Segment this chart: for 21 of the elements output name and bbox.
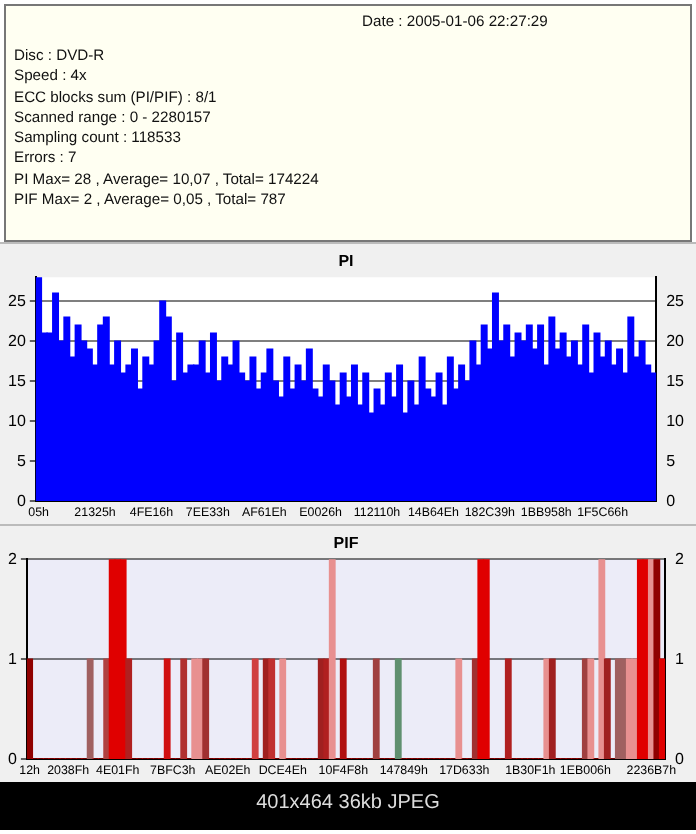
y-tick-label: 0 bbox=[16, 491, 27, 510]
y-tick-label: 2 bbox=[7, 549, 18, 568]
y2-tick-label: 2 bbox=[675, 549, 686, 568]
y2-tick-label: 10 bbox=[666, 411, 686, 430]
y2-tick-label: 1 bbox=[675, 649, 686, 668]
chart-title: PIF bbox=[333, 534, 359, 553]
y2-tick-label: 25 bbox=[666, 291, 686, 310]
y-tick-label: 0 bbox=[7, 749, 18, 768]
y2-tick-label: 15 bbox=[666, 371, 686, 390]
y2-tick-label: 20 bbox=[666, 331, 686, 350]
text: 401x464 36kb JPEG bbox=[0, 782, 696, 830]
y-tick-label: 5 bbox=[16, 451, 27, 470]
y-tick-label: 10 bbox=[7, 411, 27, 430]
chart-title: PI bbox=[338, 252, 354, 271]
y-tick-label: 25 bbox=[7, 291, 27, 310]
y2-tick-label: 5 bbox=[666, 451, 677, 470]
y-tick-label: 15 bbox=[7, 371, 27, 390]
y-tick-label: 20 bbox=[7, 331, 27, 350]
y2-tick-label: 0 bbox=[666, 491, 677, 510]
y-tick-label: 1 bbox=[7, 649, 18, 668]
y2-tick-label: 0 bbox=[675, 749, 686, 768]
